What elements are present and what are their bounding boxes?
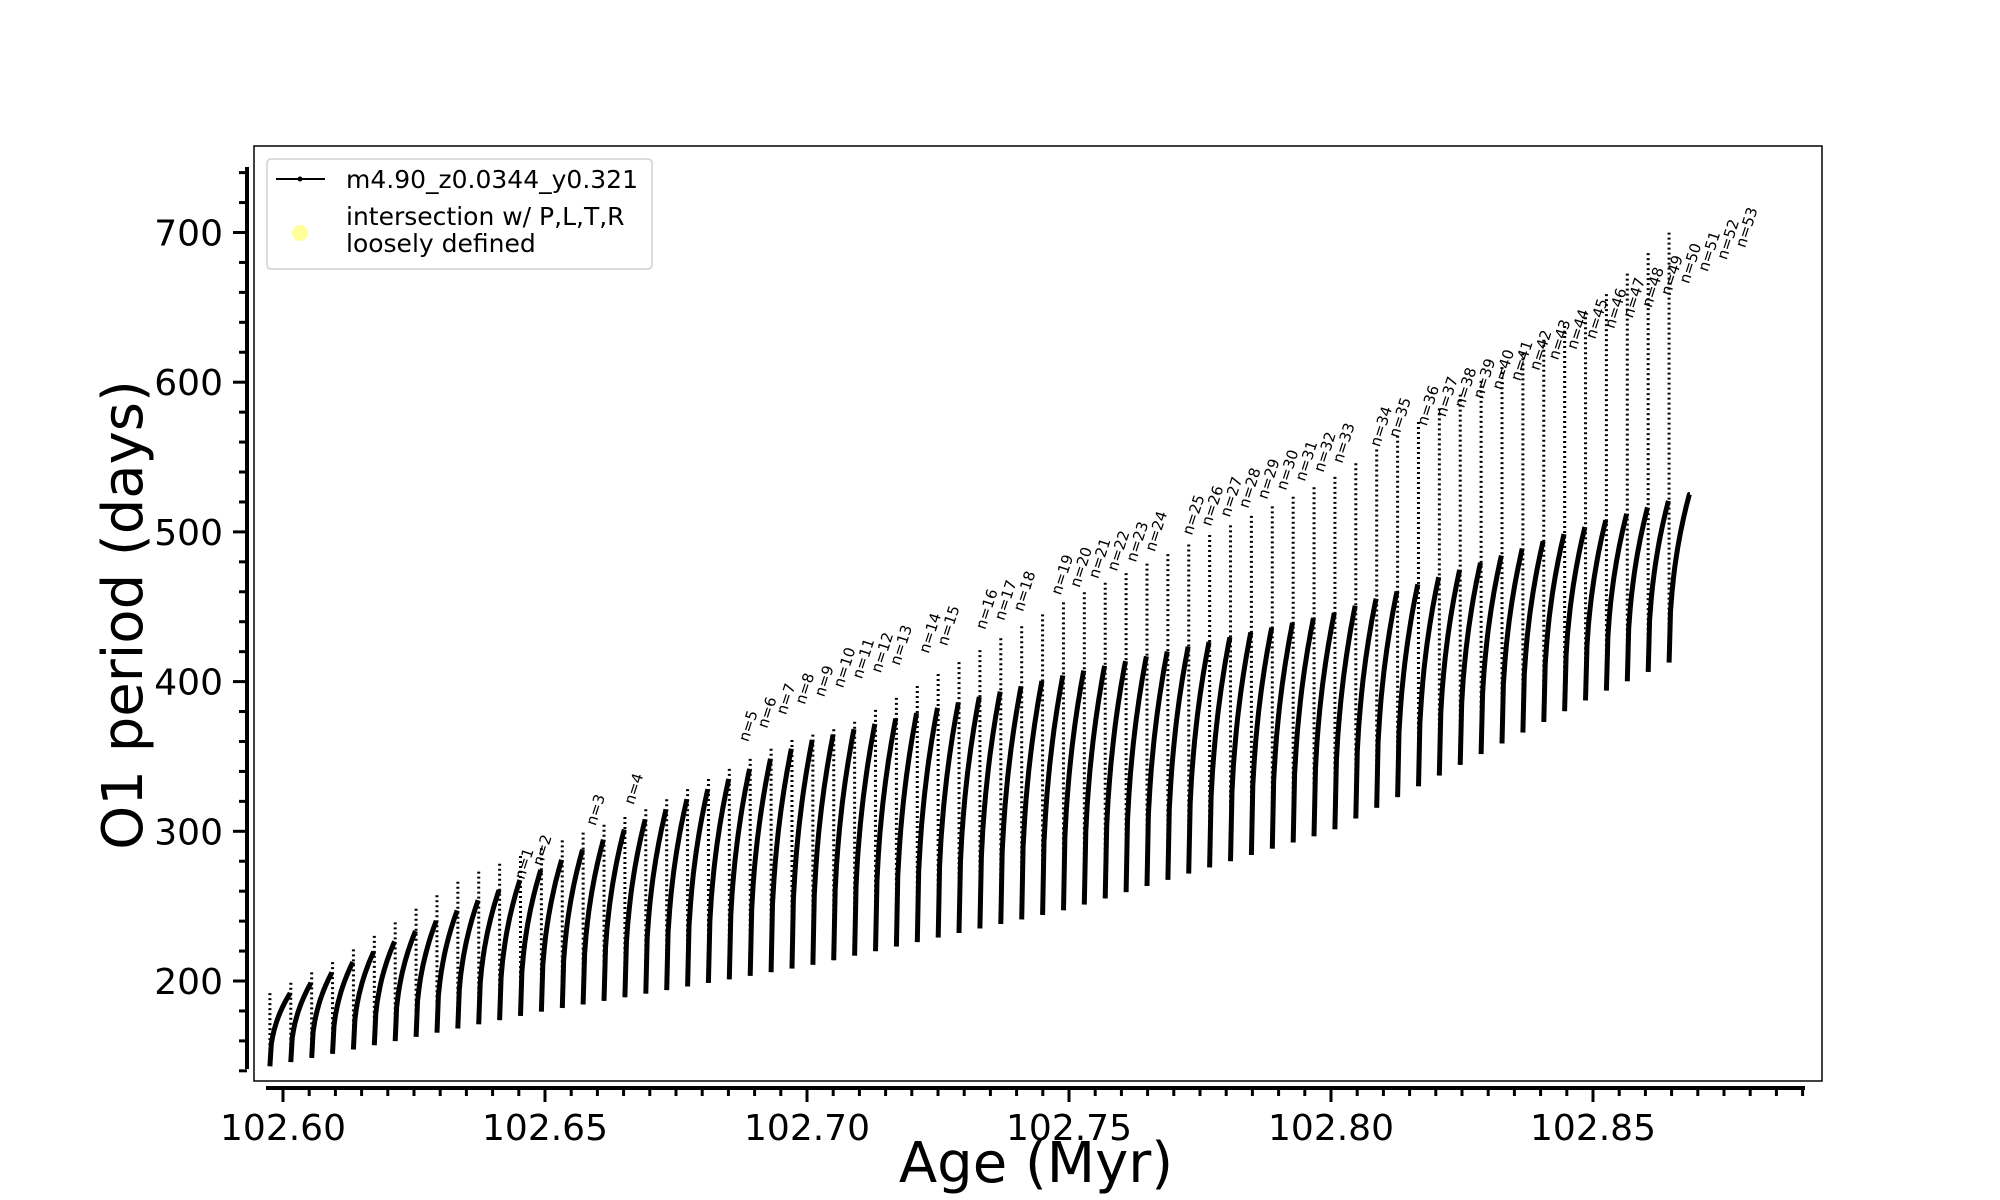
y-tick-label: 300: [154, 812, 223, 853]
x-tick-label: 102.70: [744, 1108, 870, 1149]
x-tick-label: 102.75: [1006, 1108, 1132, 1149]
cycle-annotation: n=13: [886, 623, 916, 668]
y-axis-title: O1 period (days): [91, 380, 156, 850]
x-axis-title: Age (Myr): [899, 1131, 1173, 1196]
legend-line-swatch-dot: [297, 176, 303, 182]
cycle-annotation: n=53: [1732, 205, 1762, 250]
legend-box: [266, 158, 653, 270]
y-tick-label: 600: [154, 363, 223, 404]
y-tick-label: 400: [154, 663, 223, 704]
cycle-annotation: n=4: [620, 771, 647, 807]
y-tick-label: 500: [154, 513, 223, 554]
cycle-annotation: n=3: [582, 792, 609, 828]
legend-marker-intersection: [292, 225, 308, 241]
series-line: [267, 492, 1692, 1067]
y-tick-label: 700: [154, 214, 223, 255]
cycle-annotation: n=2: [529, 832, 556, 868]
cycle-annotation: n=24: [1141, 509, 1171, 554]
cycle-annotation: n=18: [1010, 569, 1040, 614]
legend: m4.90_z0.0344_y0.321 intersection w/ P,L…: [266, 158, 653, 270]
cycle-annotation: n=35: [1385, 395, 1415, 440]
y-tick-label: 200: [154, 962, 223, 1003]
x-tick-label: 102.65: [482, 1108, 608, 1149]
legend-label-intersection-line2: loosely defined: [346, 229, 536, 258]
x-tick-label: 102.60: [220, 1108, 346, 1149]
legend-label-intersection-line1: intersection w/ P,L,T,R: [346, 202, 625, 231]
legend-label-series: m4.90_z0.0344_y0.321: [346, 165, 638, 194]
x-tick-label: 102.80: [1268, 1108, 1394, 1149]
data-layer: n=1n=2n=3n=4n=5n=6n=7n=8n=9n=10n=11n=12n…: [267, 205, 1762, 1067]
axes-frame: [253, 145, 1823, 1082]
cycle-annotation: n=15: [934, 603, 964, 648]
tick-layer: 102.60 102.65 102.70 102.75 102.80 102.85 200 3…: [154, 171, 1805, 1149]
x-tick-label: 102.85: [1530, 1108, 1656, 1149]
cycle-annotation: n=33: [1329, 421, 1359, 466]
